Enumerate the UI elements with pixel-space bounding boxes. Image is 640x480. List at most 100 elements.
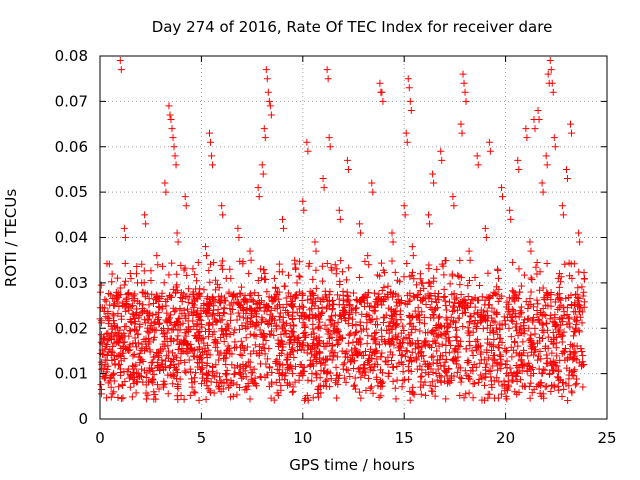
data-point: [543, 320, 551, 328]
data-point: [469, 394, 477, 402]
data-point: [214, 309, 222, 317]
data-point: [373, 315, 381, 323]
data-point: [373, 299, 381, 307]
data-point: [246, 395, 254, 403]
data-point: [184, 298, 192, 306]
data-point: [267, 394, 275, 402]
data-point: [309, 314, 317, 322]
data-point: [122, 294, 130, 302]
data-point: [220, 349, 228, 357]
data-point: [546, 369, 554, 377]
data-point: [184, 305, 192, 313]
data-point: [401, 211, 409, 219]
data-point: [194, 337, 202, 345]
data-point: [309, 289, 317, 297]
data-point: [462, 345, 470, 353]
data-point: [210, 259, 218, 267]
data-point: [418, 372, 426, 380]
x-tick-label: 25: [597, 429, 616, 447]
data-point: [150, 388, 158, 396]
data-point: [349, 305, 357, 313]
data-point: [333, 394, 341, 402]
data-point: [399, 377, 407, 385]
data-point: [149, 299, 157, 307]
data-point: [361, 371, 369, 379]
data-point: [457, 337, 465, 345]
data-point: [206, 278, 214, 286]
data-point: [485, 301, 493, 309]
data-point: [110, 317, 118, 325]
data-point: [415, 290, 423, 298]
data-point: [119, 349, 127, 357]
data-point: [206, 389, 214, 397]
data-point: [312, 247, 320, 255]
data-point: [400, 273, 408, 281]
data-point: [552, 322, 560, 330]
data-point: [309, 275, 317, 283]
data-point: [482, 234, 490, 241]
data-point: [538, 369, 546, 377]
data-point: [472, 337, 480, 345]
data-point: [459, 322, 467, 330]
data-point: [300, 346, 308, 354]
data-point: [551, 311, 559, 319]
data-point: [454, 271, 462, 279]
data-point: [565, 259, 573, 267]
data-point: [189, 288, 197, 296]
data-point: [418, 343, 426, 351]
data-point: [373, 271, 381, 279]
data-point: [537, 355, 545, 363]
data-point: [440, 271, 448, 279]
data-point: [443, 316, 451, 324]
data-point: [544, 344, 552, 352]
data-point: [467, 300, 475, 308]
data-point: [518, 367, 526, 375]
data-point: [538, 370, 546, 378]
data-point: [246, 330, 254, 338]
data-point: [573, 342, 581, 350]
data-point: [580, 269, 588, 277]
data-point: [343, 276, 351, 284]
data-point: [314, 341, 322, 349]
data-point: [490, 336, 498, 344]
data-point: [346, 358, 354, 366]
data-point: [162, 363, 170, 371]
data-point: [508, 313, 516, 321]
data-point: [110, 300, 118, 308]
data-point: [557, 301, 565, 309]
data-point: [563, 175, 571, 183]
data-point: [352, 328, 360, 336]
data-point: [197, 316, 205, 324]
data-point: [236, 289, 244, 297]
data-point: [161, 357, 169, 365]
data-point: [114, 393, 122, 401]
data-point: [343, 156, 351, 164]
data-point: [282, 294, 290, 302]
data-point: [217, 296, 225, 304]
x-tick-label: 20: [496, 429, 515, 447]
data-point: [405, 298, 413, 306]
data-point: [579, 292, 587, 300]
data-point: [553, 373, 561, 381]
data-point: [471, 274, 479, 282]
data-point: [554, 274, 562, 282]
data-point: [349, 338, 357, 346]
data-point: [202, 395, 210, 403]
data-point: [132, 343, 140, 351]
data-point: [397, 351, 405, 359]
data-point: [411, 307, 419, 315]
data-point: [402, 347, 410, 355]
data-point: [118, 332, 126, 340]
data-point: [174, 368, 182, 376]
data-point: [495, 378, 503, 386]
data-point: [231, 338, 239, 346]
data-point: [201, 243, 209, 251]
data-point: [103, 351, 111, 359]
data-point: [233, 391, 241, 399]
data-point: [332, 363, 340, 371]
data-point: [551, 322, 559, 330]
data-point: [357, 229, 365, 237]
data-point: [104, 348, 112, 356]
data-point: [122, 277, 130, 285]
data-point: [578, 319, 586, 327]
